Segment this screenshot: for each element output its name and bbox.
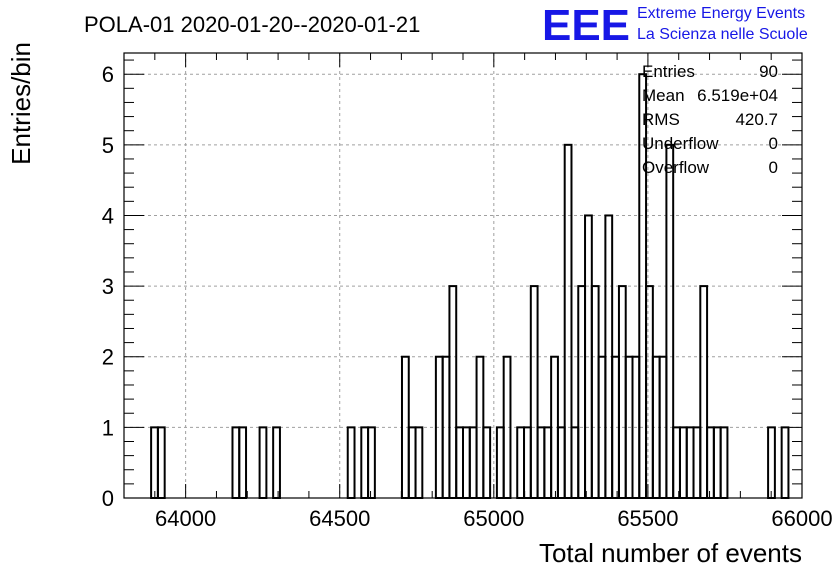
histogram-bin: [455, 426, 465, 499]
eee-logo: EEE Extreme Energy Events La Scienza nel…: [542, 1, 808, 50]
y-axis-title: Entries/bin: [6, 42, 36, 165]
x-tick-label: 66000: [771, 506, 832, 531]
y-tick-label: 1: [102, 415, 114, 440]
stats-value: 420.7: [735, 110, 778, 129]
stats-box: Entries 90 Mean 6.519e+04 RMS 420.7 Underflow 0…: [642, 62, 778, 177]
histogram-bin: [468, 426, 478, 499]
y-tick-label: 4: [102, 203, 114, 228]
histogram-bin: [712, 426, 722, 499]
histogram-bin: [590, 285, 600, 499]
histogram-bin: [414, 426, 424, 499]
y-tick-label: 5: [102, 133, 114, 158]
histogram-bin: [543, 426, 553, 499]
histogram-bin: [767, 426, 776, 499]
histogram-bin: [360, 426, 370, 499]
histogram-bin: [672, 426, 681, 499]
histogram-bin: [156, 426, 166, 499]
x-tick-label: 65500: [617, 506, 678, 531]
x-tick-label: 65000: [463, 506, 524, 531]
stats-label: Entries: [642, 62, 695, 81]
chart-title: POLA-01 2020-01-20--2020-01-21: [84, 12, 420, 37]
histogram-bin: [685, 426, 695, 499]
y-tick-label: 6: [102, 62, 114, 87]
histogram-bin: [462, 426, 471, 499]
stats-value: 0: [769, 134, 778, 153]
eee-logo-line1: Extreme Energy Events: [637, 5, 805, 22]
y-tick-label: 2: [102, 345, 114, 370]
x-axis-title: Total number of events: [539, 538, 802, 568]
histogram-bin: [346, 426, 356, 499]
histogram-bin: [272, 426, 281, 499]
histogram-bin: [706, 426, 715, 499]
histogram-bin: [617, 285, 627, 499]
histogram-bin: [495, 426, 505, 499]
stats-label: Overflow: [642, 158, 710, 177]
histogram-bin: [645, 285, 654, 499]
histogram-bin: [258, 426, 268, 499]
eee-logo-mark: EEE: [542, 1, 630, 50]
axis-tick-labels: 64000 64500 65000 65500 66000 0 1 2 3 4 5 6: [102, 62, 833, 531]
histogram-bin: [556, 426, 566, 499]
stats-value: 90: [759, 62, 778, 81]
eee-logo-line2: La Scienza nelle Scuole: [637, 26, 808, 43]
histogram-bin: [563, 143, 573, 499]
histogram-bin: [367, 426, 376, 499]
histogram-bin: [448, 285, 458, 499]
histogram-bin: [523, 426, 532, 499]
histogram-bin: [407, 426, 417, 499]
histogram-bin: [238, 426, 248, 499]
histogram-bin: [780, 426, 790, 499]
histogram-bin: [719, 426, 729, 499]
stats-value: 0: [769, 158, 778, 177]
histogram-bin: [577, 285, 587, 499]
histogram-bin: [665, 143, 675, 499]
stats-label: Mean: [642, 86, 685, 105]
histogram-bin: [699, 285, 709, 499]
stats-label: Underflow: [642, 134, 719, 153]
x-tick-label: 64000: [155, 506, 216, 531]
histogram-bin: [516, 426, 526, 499]
axis-ticks: [123, 53, 803, 499]
x-tick-label: 64500: [309, 506, 370, 531]
stats-value: 6.519e+04: [697, 86, 778, 105]
histogram-bin: [678, 426, 688, 499]
histogram-bin: [231, 426, 241, 499]
histogram-bin: [482, 426, 492, 499]
histogram-bin: [536, 426, 546, 499]
histogram-bin: [570, 426, 580, 499]
histogram-bin: [150, 426, 159, 499]
y-tick-label: 0: [102, 486, 114, 511]
stats-label: RMS: [642, 110, 680, 129]
histogram-bin: [529, 285, 539, 499]
y-tick-label: 3: [102, 274, 114, 299]
histogram-bin: [692, 426, 702, 499]
